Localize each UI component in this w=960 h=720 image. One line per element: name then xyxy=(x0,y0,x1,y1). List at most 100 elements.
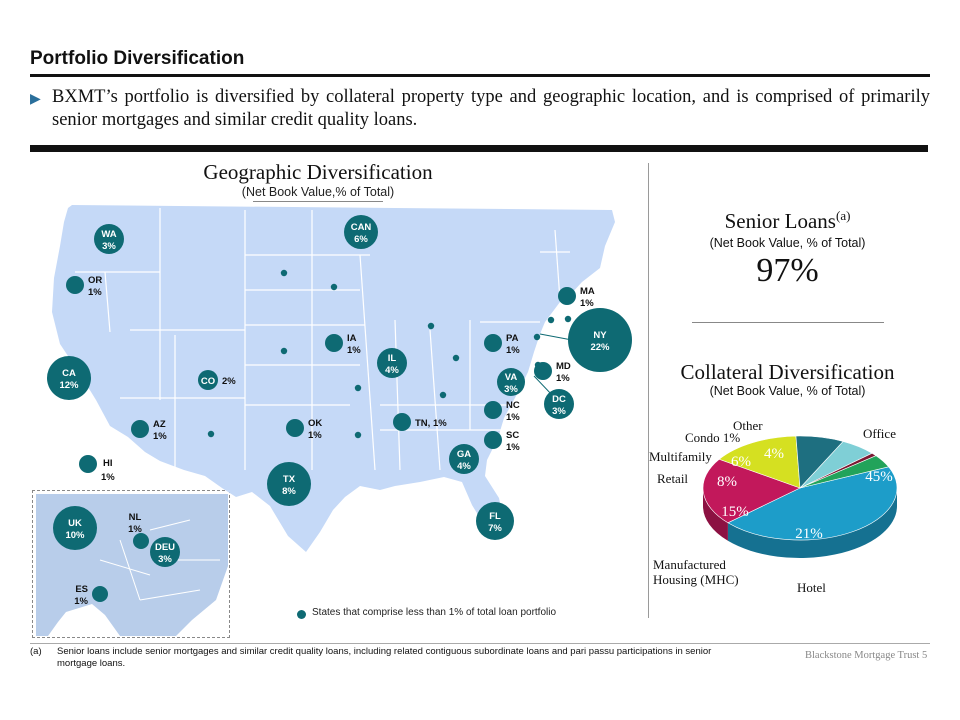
map-legend-text: States that comprise less than 1% of tot… xyxy=(312,607,557,618)
marker-dc-value: 3% xyxy=(552,406,566,417)
small-dot-ar xyxy=(354,431,362,439)
senior-loans-title-text: Senior Loans xyxy=(724,209,836,233)
pie-label-other: Other xyxy=(733,418,763,433)
marker-ny-value: 22% xyxy=(590,342,610,353)
marker-va-code: VA xyxy=(505,372,518,383)
marker-ok: OK1% xyxy=(286,418,322,441)
marker-ca-code: CA xyxy=(62,368,76,379)
small-dot-nm xyxy=(207,430,215,438)
marker-ia-value: 1% xyxy=(347,345,361,356)
marker-fl-value: 7% xyxy=(488,523,502,534)
pie-label-multifamily: Multifamily xyxy=(649,449,712,464)
marker-ny-code: NY xyxy=(593,330,607,341)
marker-ok-code: OK xyxy=(308,418,322,429)
footnote-text: Senior loans include senior mortgages an… xyxy=(57,646,712,669)
marker-ga: GA4% xyxy=(449,444,479,474)
marker-wa-circle xyxy=(94,224,124,254)
pie-pct-multifamily: 6% xyxy=(731,454,751,470)
geographic-title: Geographic Diversification xyxy=(203,160,433,184)
marker-az: AZ1% xyxy=(131,419,167,442)
marker-ia: IA1% xyxy=(325,333,361,356)
vertical-divider xyxy=(648,163,649,618)
small-dot-ne xyxy=(280,347,288,355)
marker-ia-circle xyxy=(325,334,343,352)
pie-percent-labels: 45% 21% 15% 8% 6% 4% xyxy=(717,446,893,542)
marker-il-value: 4% xyxy=(385,365,399,376)
pie-slice-office xyxy=(727,466,898,541)
page-number: 5 xyxy=(922,650,928,661)
marker-deu-value: 3% xyxy=(158,554,172,565)
intro-bullet: ▶ BXMT’s portfolio is diversified by col… xyxy=(30,86,930,132)
small-dot-ky xyxy=(439,391,447,399)
small-dot-ct xyxy=(547,316,555,324)
marker-nc-circle xyxy=(484,401,502,419)
legend-dot-icon xyxy=(297,610,306,619)
marker-hi-circle xyxy=(79,455,97,473)
pie-slice-other xyxy=(799,455,890,489)
pie-pct-other: 4% xyxy=(764,446,784,462)
state-borders xyxy=(75,208,570,471)
pie-category-labels: Office Other Condo 1% Multifamily Retail… xyxy=(649,418,896,595)
senior-loans-title: Senior Loans(a) xyxy=(660,208,915,234)
marker-nc-code: NC xyxy=(506,400,520,411)
marker-va: VA3% xyxy=(497,368,525,396)
small-dot-nj xyxy=(533,333,541,341)
triangle-bullet-icon: ▶ xyxy=(30,90,41,106)
marker-es-code: ES xyxy=(75,584,88,595)
marker-sc-value: 1% xyxy=(506,442,520,453)
marker-md-value: 1% xyxy=(556,373,570,384)
marker-nl-code: NL xyxy=(129,512,142,523)
marker-ma-code: MA xyxy=(580,286,595,297)
marker-md: MD1% xyxy=(534,361,571,384)
pie-label-retail: Retail xyxy=(657,471,688,486)
marker-tx-code: TX xyxy=(283,474,296,485)
marker-uk-value: 10% xyxy=(65,530,85,541)
pie-side-walls xyxy=(703,488,897,559)
brand-name: Blackstone Mortgage Trust xyxy=(805,650,920,661)
marker-uk-code: UK xyxy=(68,518,82,529)
marker-hi: HI 1% xyxy=(79,455,115,483)
marker-tx-circle xyxy=(267,462,311,506)
marker-ca-circle xyxy=(47,356,91,400)
marker-es-value: 1% xyxy=(74,596,88,607)
marker-pa-value: 1% xyxy=(506,345,520,356)
small-dot-mn xyxy=(330,283,338,291)
pie-slice-manufactured xyxy=(718,435,801,489)
geographic-subtitle: (Net Book Value,% of Total) xyxy=(241,185,395,199)
senior-loans-rule xyxy=(692,322,884,323)
collateral-subtitle: (Net Book Value, % of Total) xyxy=(709,384,866,398)
geographic-subtitle-rule xyxy=(253,201,383,202)
marker-hi-code: HI xyxy=(103,458,113,469)
marker-fl-circle xyxy=(476,502,514,540)
marker-can-code: CAN xyxy=(351,222,372,233)
marker-tn-circle xyxy=(393,413,411,431)
marker-az-circle xyxy=(131,420,149,438)
marker-ma: MA1% xyxy=(558,286,595,309)
marker-az-value: 1% xyxy=(153,431,167,442)
marker-ia-code: IA xyxy=(347,333,357,344)
collateral-pie-chart: 45% 21% 15% 8% 6% 4% xyxy=(702,435,898,559)
marker-az-code: AZ xyxy=(153,419,166,430)
marker-deu-code: DEU xyxy=(155,542,175,553)
marker-deu-circle xyxy=(150,537,180,567)
marker-co-value: 2% xyxy=(222,376,236,387)
collateral-title: Collateral Diversification xyxy=(680,360,895,384)
small-dot-mo xyxy=(354,384,362,392)
senior-loans-value: 97% xyxy=(756,252,819,289)
marker-ok-value: 1% xyxy=(308,430,322,441)
section-rule xyxy=(30,145,928,152)
senior-loans-subtitle: (Net Book Value, % of Total) xyxy=(709,236,866,250)
marker-es-circle xyxy=(92,586,108,602)
pie-top-faces xyxy=(702,435,898,541)
marker-wa-code: WA xyxy=(101,229,116,240)
marker-dc-circle xyxy=(544,389,574,419)
pie-label-mhc-line2: Housing (MHC) xyxy=(653,572,739,587)
marker-ga-value: 4% xyxy=(457,461,471,472)
small-dot-nd xyxy=(280,269,288,277)
marker-md-circle xyxy=(534,362,552,380)
marker-dc-code: DC xyxy=(552,394,566,405)
pie-pct-office: 45% xyxy=(865,469,893,485)
